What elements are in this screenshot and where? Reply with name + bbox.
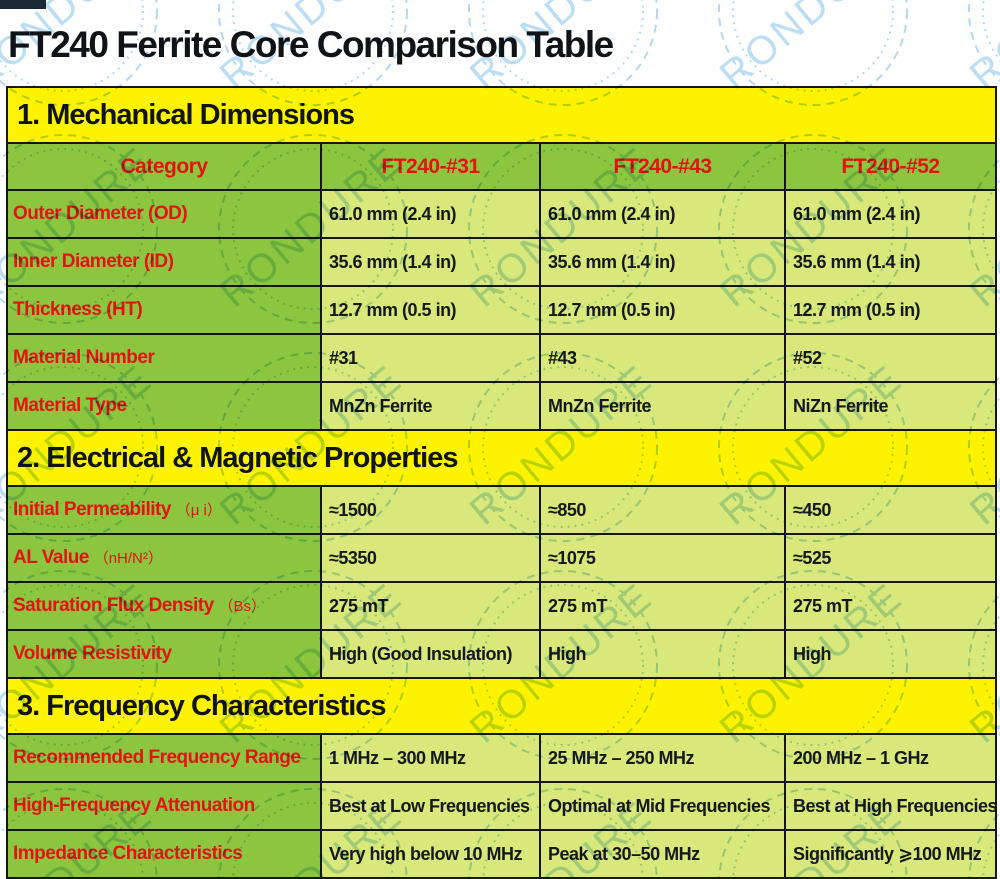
table-row-saturation-flux-density: Saturation Flux Density （Bs） 275 mT 275 …: [6, 581, 998, 631]
value-cell: Peak at 30–50 MHz: [539, 829, 786, 879]
value-cell: #52: [783, 333, 998, 383]
column-header-category: Category: [6, 142, 322, 191]
value-cell: High: [783, 629, 998, 679]
section-heading-row: 2. Electrical & Magnetic Properties: [5, 429, 998, 487]
value-cell: Best at High Frequencies: [783, 781, 998, 831]
section-heading-electrical: 2. Electrical & Magnetic Properties: [5, 429, 998, 487]
value-cell: 61.0 mm (2.4 in): [783, 189, 998, 239]
row-label: Recommended Frequency Range: [6, 733, 322, 783]
value-cell: ≈525: [783, 533, 998, 583]
row-label: High-Frequency Attenuation: [6, 781, 322, 831]
value-cell: High (Good Insulation): [320, 629, 541, 679]
row-label: Impedance Characteristics: [6, 829, 322, 879]
table-row-volume-resistivity: Volume Resistivity High (Good Insulation…: [6, 629, 998, 679]
value-cell: MnZn Ferrite: [320, 381, 541, 431]
value-cell: NiZn Ferrite: [783, 381, 998, 431]
comparison-table: 1. Mechanical Dimensions Category FT240-…: [5, 86, 998, 879]
value-cell: 25 MHz – 250 MHz: [539, 733, 786, 783]
value-cell: 61.0 mm (2.4 in): [539, 189, 786, 239]
value-cell: Optimal at Mid Frequencies: [539, 781, 786, 831]
value-cell: 35.6 mm (1.4 in): [783, 237, 998, 287]
section-heading-frequency: 3. Frequency Characteristics: [5, 677, 998, 735]
scan-corner-mark: [0, 0, 46, 9]
value-cell: 35.6 mm (1.4 in): [320, 237, 541, 287]
row-label: Saturation Flux Density （Bs）: [6, 581, 322, 631]
column-header-ft240-52: FT240-#52: [783, 142, 998, 191]
table-row-impedance-characteristics: Impedance Characteristics Very high belo…: [6, 829, 998, 879]
table-row-material-number: Material Number #31 #43 #52: [6, 333, 998, 383]
value-cell: MnZn Ferrite: [539, 381, 786, 431]
table-row-thickness: Thickness (HT) 12.7 mm (0.5 in) 12.7 mm …: [6, 285, 998, 335]
table-row-high-frequency-attenuation: High-Frequency Attenuation Best at Low F…: [6, 781, 998, 831]
value-cell: High: [539, 629, 786, 679]
table-row-al-value: AL Value （nH/N²） ≈5350 ≈1075 ≈525: [6, 533, 998, 583]
row-label: Material Type: [6, 381, 322, 431]
column-header-ft240-31: FT240-#31: [320, 142, 541, 191]
value-cell: Significantly ⩾100 MHz: [783, 829, 998, 879]
row-label: Volume Resistivity: [6, 629, 322, 679]
value-cell: Very high below 10 MHz: [320, 829, 541, 879]
value-cell: ≈5350: [320, 533, 541, 583]
column-header-ft240-43: FT240-#43: [539, 142, 786, 191]
value-cell: 275 mT: [320, 581, 541, 631]
table-row-inner-diameter: Inner Diameter (ID) 35.6 mm (1.4 in) 35.…: [6, 237, 998, 287]
table-row-outer-diameter: Outer Diameter (OD) 61.0 mm (2.4 in) 61.…: [6, 189, 998, 239]
table-row-material-type: Material Type MnZn Ferrite MnZn Ferrite …: [6, 381, 998, 431]
value-cell: ≈450: [783, 485, 998, 535]
section-heading-mechanical: 1. Mechanical Dimensions: [5, 86, 998, 144]
row-label: Material Number: [6, 333, 322, 383]
value-cell: 275 mT: [539, 581, 786, 631]
row-label: Outer Diameter (OD): [6, 189, 322, 239]
value-cell: 35.6 mm (1.4 in): [539, 237, 786, 287]
value-cell: Best at Low Frequencies: [320, 781, 541, 831]
page-title: FT240 Ferrite Core Comparison Table: [8, 24, 614, 65]
row-label: Thickness (HT): [6, 285, 322, 335]
value-cell: ≈1075: [539, 533, 786, 583]
value-cell: 275 mT: [783, 581, 998, 631]
value-cell: 12.7 mm (0.5 in): [539, 285, 786, 335]
table-row-initial-permeability: Initial Permeability （μ i） ≈1500 ≈850 ≈4…: [6, 485, 998, 535]
value-cell: 12.7 mm (0.5 in): [320, 285, 541, 335]
value-cell: #43: [539, 333, 786, 383]
table-row-recommended-frequency-range: Recommended Frequency Range 1 MHz – 300 …: [6, 733, 998, 783]
value-cell: 200 MHz – 1 GHz: [783, 733, 998, 783]
value-cell: 1 MHz – 300 MHz: [320, 733, 541, 783]
value-cell: ≈850: [539, 485, 786, 535]
row-label-note: （μ i）: [175, 502, 222, 519]
row-label: AL Value （nH/N²）: [6, 533, 322, 583]
value-cell: 12.7 mm (0.5 in): [783, 285, 998, 335]
value-cell: #31: [320, 333, 541, 383]
value-cell: ≈1500: [320, 485, 541, 535]
row-label-note: （nH/N²）: [93, 550, 163, 567]
section-heading-row: 3. Frequency Characteristics: [5, 677, 998, 735]
row-label-note: （Bs）: [218, 598, 266, 615]
section-heading-row: 1. Mechanical Dimensions: [5, 86, 998, 144]
column-header-row: Category FT240-#31 FT240-#43 FT240-#52: [6, 142, 998, 191]
row-label: Initial Permeability （μ i）: [6, 485, 322, 535]
row-label: Inner Diameter (ID): [6, 237, 322, 287]
value-cell: 61.0 mm (2.4 in): [320, 189, 541, 239]
